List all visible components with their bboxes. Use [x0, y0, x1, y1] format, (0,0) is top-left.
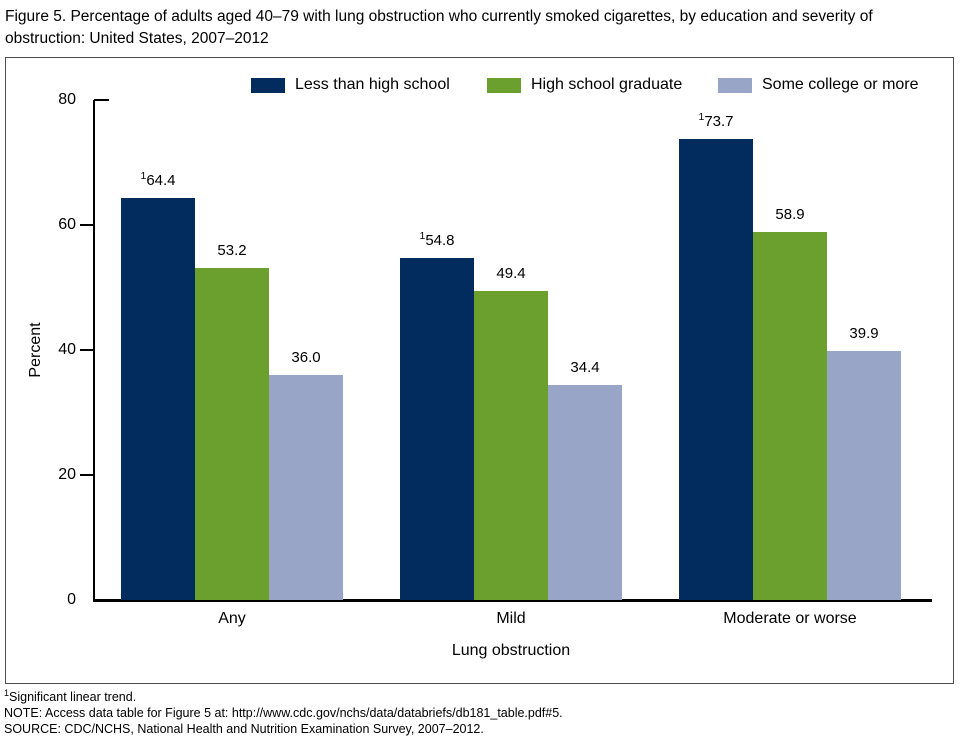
- legend-item-2: High school graduate: [487, 76, 682, 94]
- bar-value-label: 53.2: [217, 241, 247, 259]
- bar-any-series3: [269, 375, 343, 600]
- legend-swatch: [487, 77, 521, 93]
- footnote-line: SOURCE: CDC/NCHS, National Health and Nu…: [4, 722, 484, 736]
- footnotes: 1Significant linear trend. NOTE: Access d…: [4, 687, 563, 737]
- bar-mild-series1: [400, 257, 474, 600]
- y-tick: [80, 474, 94, 476]
- y-tick-label: 80: [58, 91, 76, 108]
- legend-label: Less than high school: [295, 76, 450, 93]
- x-axis-line: [93, 599, 932, 602]
- bar-moderate-or-worse-series1: [679, 139, 753, 600]
- y-tick: [80, 349, 94, 351]
- footnote-line: NOTE: Access data table for Figure 5 at:…: [4, 706, 563, 720]
- legend-swatch: [251, 77, 285, 93]
- bar-moderate-or-worse-series2: [753, 231, 827, 600]
- y-tick: [80, 224, 94, 226]
- bar-value-label: 49.4: [496, 265, 526, 283]
- bar-value-label: 36.0: [291, 349, 321, 366]
- footnote-marker: 1: [140, 169, 147, 182]
- footnote-marker: 1: [698, 111, 705, 124]
- bar-value-label: 154.8: [419, 229, 455, 249]
- y-tick: [94, 99, 109, 101]
- bar-mild-series2: [474, 291, 548, 600]
- legend-label: High school graduate: [531, 76, 683, 93]
- figure-title: Figure 5. Percentage of adults aged 40–7…: [5, 8, 873, 47]
- y-tick-label: 0: [67, 591, 76, 608]
- legend-swatch: [718, 77, 752, 93]
- footnote-marker: 1: [419, 229, 426, 242]
- bar-any-series2: [195, 267, 269, 600]
- bar-value-label: 164.4: [140, 169, 176, 189]
- footnote-marker: 1: [4, 687, 10, 698]
- y-axis-title: Percent: [27, 322, 44, 378]
- x-category-label: Mild: [496, 610, 526, 627]
- footnote-line: 1Significant linear trend.: [4, 687, 137, 704]
- bar-value-label: 39.9: [849, 324, 879, 342]
- x-axis-title: Lung obstruction: [451, 642, 571, 659]
- legend-item-3: Some college or more: [718, 76, 919, 94]
- bar-any-series1: [121, 197, 195, 600]
- legend-label: Some college or more: [762, 76, 919, 93]
- bar-moderate-or-worse-series3: [827, 350, 901, 600]
- bar-value-label: 34.4: [570, 359, 600, 376]
- x-category-label: Any: [218, 610, 246, 627]
- bar-value-label: 58.9: [775, 205, 805, 223]
- bar-value-label: 173.7: [698, 111, 734, 131]
- y-axis-line: [93, 100, 95, 601]
- x-category-label: Moderate or worse: [723, 610, 857, 627]
- y-tick-label: 40: [58, 341, 76, 358]
- y-tick-label: 60: [58, 216, 76, 233]
- y-tick-label: 20: [58, 466, 76, 483]
- bar-mild-series3: [548, 385, 622, 600]
- legend-item-1: Less than high school: [251, 76, 450, 94]
